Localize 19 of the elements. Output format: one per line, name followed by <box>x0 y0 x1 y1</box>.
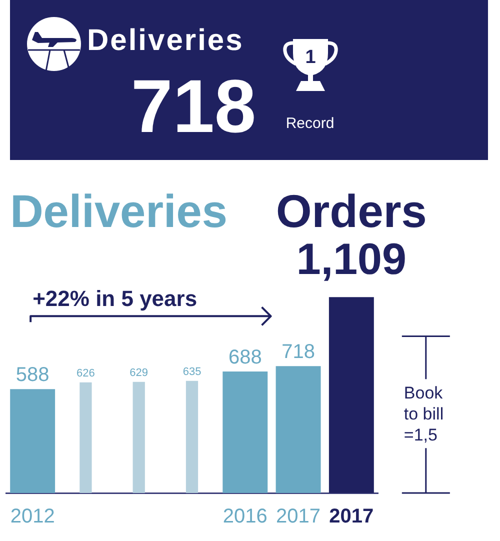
text: Book to bill =1,5 <box>404 383 444 444</box>
text: Record <box>284 115 336 132</box>
data-label: 688 <box>228 346 262 368</box>
bar <box>328 297 374 493</box>
text: Deliveries <box>87 24 244 57</box>
data-label: 629 <box>130 366 148 379</box>
x-tick-label: 2017 <box>276 506 321 528</box>
text: 718 <box>131 64 256 148</box>
data-label: 635 <box>182 366 202 378</box>
series-label: Orders <box>276 185 427 237</box>
x-tick-label: 2012 <box>10 506 55 528</box>
x-tick-label: 2017 <box>329 506 374 528</box>
data-label: 1,109 <box>296 235 406 284</box>
data-label: 626 <box>76 367 95 380</box>
data-label: 718 <box>282 341 315 364</box>
x-tick-label: 2016 <box>222 506 268 528</box>
data-label: 588 <box>16 364 50 386</box>
text: Deliveries <box>10 185 228 237</box>
annotation: +22% in 5 years <box>32 286 198 312</box>
